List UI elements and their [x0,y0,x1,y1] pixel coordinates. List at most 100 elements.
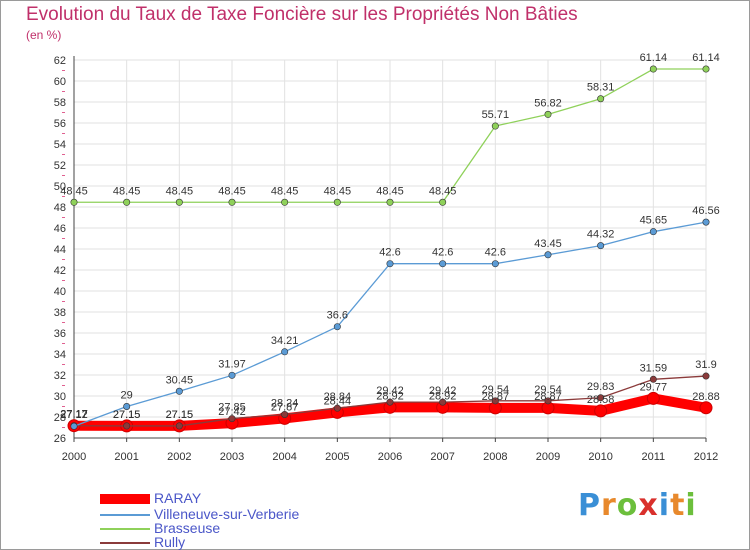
data-point [228,415,236,423]
data-point [544,110,552,118]
x-tick-label: 2001 [114,451,138,463]
data-label: 28.44 [324,395,352,407]
data-point [439,198,447,206]
data-label: 27.17 [60,409,88,421]
y-tick-label: 46 [54,223,66,235]
y-tick-label: 28 [54,412,66,424]
data-label: 28.58 [587,394,615,406]
unit-label: (en %) [26,28,62,42]
y-tick-label: 42 [54,265,66,277]
data-label: 27.12 [60,409,88,421]
x-tick-label: 2010 [588,451,612,463]
x-tick-labels: 2000 2001 2002 2003 2004 2005 2006 2007 2008 2009… [62,451,718,463]
data-label: 48.45 [218,185,246,197]
data-label: 44.32 [587,229,615,241]
legend-swatch [100,514,150,516]
x-tick-label: 2006 [378,451,402,463]
data-point [70,198,78,206]
data-point [597,242,605,250]
y-tick-label: 34 [54,349,66,361]
data-label: 31.9 [695,359,716,371]
data-label: 36.6 [327,310,348,322]
data-label: 34.21 [271,335,299,347]
data-point [597,394,605,402]
y-tick-label: 30 [54,391,66,403]
data-label: 31.59 [640,362,668,374]
axes [62,56,707,442]
data-point [439,398,447,406]
legend-label: Villeneuve-sur-Verberie [154,506,300,522]
data-label: 27.17 [60,409,88,421]
y-tick-label: 44 [54,244,66,256]
legend-swatch [100,542,150,544]
y-tick-label: 60 [54,76,66,88]
x-tick-label: 2012 [694,451,718,463]
data-label: 28.87 [482,391,510,403]
data-point [228,371,236,379]
data-point [123,422,131,430]
series-villeneuve-sur-verberie [70,218,710,430]
y-tick-label: 32 [54,370,66,382]
data-label: 29.42 [429,385,457,397]
data-label: 29.83 [587,381,615,393]
data-point [175,198,183,206]
data-label: 28.84 [324,391,352,403]
data-point [702,372,710,380]
data-label: 27.15 [113,409,141,421]
data-point [702,218,710,226]
data-label: 46.56 [692,205,720,217]
x-tick-label: 2004 [272,451,296,463]
y-tick-label: 26 [54,433,66,445]
data-label: 29 [121,390,133,402]
data-label: 58.31 [587,82,615,94]
data-labels-group: 27.17 27.15 27.15 27.42 27.87 28.44 28.92 28.92… [60,52,720,421]
data-point [281,198,289,206]
data-label: 42.6 [485,247,506,259]
y-tick-label: 38 [54,307,66,319]
y-tick-label: 58 [54,97,66,109]
data-point [123,198,131,206]
data-point [702,65,710,73]
series-group [67,65,713,433]
data-label: 27.15 [166,409,194,421]
data-label: 48.45 [271,185,299,197]
legend-label: Rully [154,534,186,550]
data-label: 48.45 [429,185,457,197]
data-label: 28.87 [534,391,562,403]
data-point [597,95,605,103]
data-point [386,198,394,206]
legend-label: RARAY [154,490,202,506]
data-label: 30.45 [166,374,194,386]
y-tick-label: 56 [54,118,66,130]
data-label: 28.88 [692,391,720,403]
data-point [491,260,499,268]
data-label: 45.65 [640,215,668,227]
y-tick-label: 40 [54,286,66,298]
data-label: 27.85 [218,402,246,414]
legend-swatch [100,494,150,504]
x-tick-label: 2005 [325,451,349,463]
data-label: 48.45 [376,185,404,197]
data-point [333,323,341,331]
y-tick-label: 54 [54,139,66,151]
data-point [544,397,552,405]
data-point [70,422,78,430]
y-tick-label: 50 [54,181,66,193]
data-point [649,375,657,383]
data-label: 42.6 [379,247,400,259]
x-tick-label: 2002 [167,451,191,463]
data-label: 31.97 [218,358,246,370]
series-rully [70,372,710,430]
data-label: 48.45 [166,185,194,197]
data-point [649,228,657,236]
data-point [699,401,713,415]
data-point [333,198,341,206]
legend-swatch [100,528,150,530]
x-tick-label: 2011 [642,451,666,463]
data-point [439,260,447,268]
data-label: 27.87 [271,401,299,413]
data-point [123,402,131,410]
data-point [594,404,608,418]
data-label: 29.54 [534,384,562,396]
